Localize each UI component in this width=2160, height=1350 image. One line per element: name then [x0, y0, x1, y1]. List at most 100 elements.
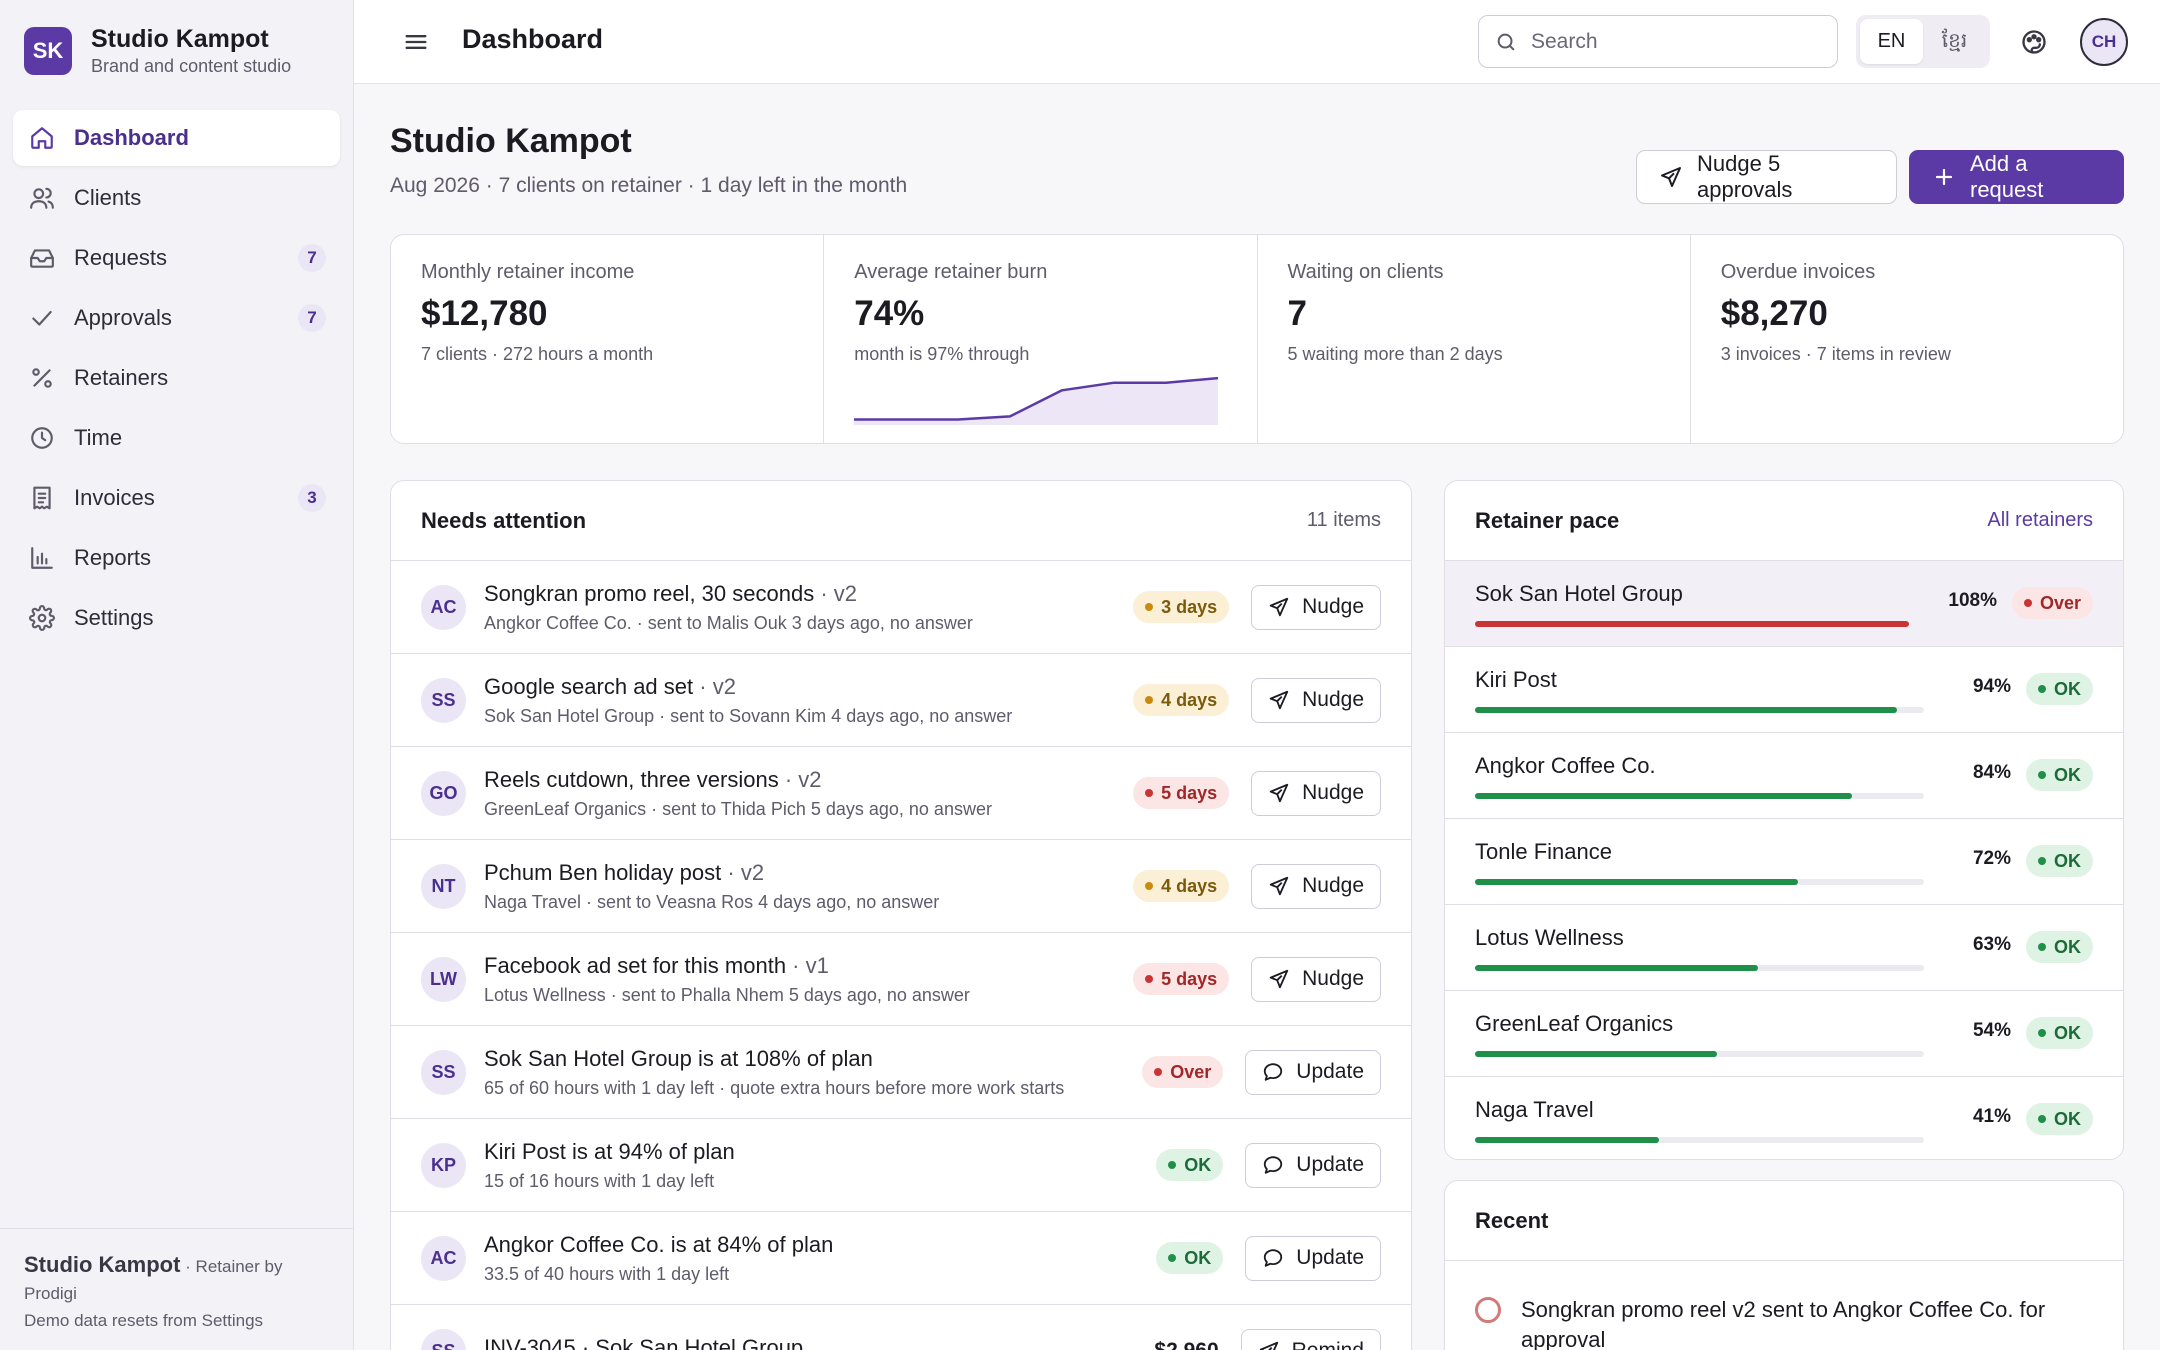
client-name: Angkor Coffee Co.	[1475, 753, 1656, 778]
palette-icon[interactable]	[2020, 28, 2048, 56]
nudge-button[interactable]: Nudge	[1251, 956, 1381, 1002]
row-action-label: Nudge	[1302, 874, 1364, 897]
pace-list: Sok San Hotel Group 108% Over Kiri Post 94% O…	[1445, 561, 2123, 1159]
sidebar-item-time[interactable]: Time	[13, 410, 340, 466]
status-dot	[2023, 599, 2032, 607]
footer-note: Demo data resets from Settings	[24, 1311, 264, 1330]
pace-row[interactable]: Kiri Post 94% OK	[1445, 647, 2123, 733]
update-button[interactable]: Update	[1245, 1235, 1381, 1281]
remind-button[interactable]: Remind	[1240, 1328, 1381, 1350]
attention-row[interactable]: SS Sok San Hotel Group is at 108% of plan…	[391, 1026, 1411, 1119]
stat-waiting-clients[interactable]: Waiting on clients 7 5 waiting more than…	[1258, 235, 1691, 443]
attention-row[interactable]: NT Pchum Ben holiday post · v2 Naga Travel…	[391, 840, 1411, 933]
pace-percent: 54%	[1972, 1020, 2011, 1041]
attention-title-text: INV-3045 · Sok San Hotel Group	[484, 1335, 804, 1350]
recent-item[interactable]: Songkran promo reel v2 sent to Angkor Co…	[1475, 1295, 2081, 1350]
status-dot	[1154, 1068, 1163, 1076]
attention-row[interactable]: LW Facebook ad set for this month · v1 Lot…	[391, 933, 1411, 1026]
pace-bar-fill	[1475, 1051, 1717, 1057]
status-dot	[2038, 857, 2046, 865]
status-badge-label: OK	[1184, 1247, 1212, 1268]
item-count: 11 items	[1306, 509, 1381, 531]
status-badge: 5 days	[1133, 963, 1230, 995]
sidebar-item-dashboard[interactable]: Dashboard	[13, 110, 340, 166]
sidebar-item-clients[interactable]: Clients	[13, 170, 340, 226]
nudge-button[interactable]: Nudge	[1251, 770, 1381, 816]
search-input[interactable]	[1531, 29, 1811, 54]
pace-row[interactable]: Lotus Wellness 63% OK	[1445, 905, 2123, 991]
brand-name: Studio Kampot	[91, 25, 269, 53]
status-badge-label: 5 days	[1161, 782, 1218, 803]
pace-percent: 72%	[1972, 848, 2011, 869]
update-button[interactable]: Update	[1245, 1049, 1381, 1095]
sidebar-item-label: Invoices	[74, 485, 155, 510]
sidebar-item-approvals[interactable]: Approvals 7	[13, 290, 340, 346]
attention-row[interactable]: GO Reels cutdown, three versions · v2 Gree…	[391, 747, 1411, 840]
lang-en-button[interactable]: EN	[1860, 19, 1923, 64]
nudge-button[interactable]: Nudge	[1251, 863, 1381, 909]
add-request-button[interactable]: Add a request	[1909, 150, 2124, 204]
nudge-approvals-button[interactable]: Nudge 5 approvals	[1636, 150, 1897, 204]
client-name: GreenLeaf Organics	[1475, 1011, 1674, 1036]
attention-title-text: Songkran promo reel, 30 seconds	[484, 580, 815, 606]
nudge-button[interactable]: Nudge	[1251, 677, 1381, 723]
pace-row[interactable]: Sok San Hotel Group 108% Over	[1445, 561, 2123, 647]
status-badge: OK	[2026, 931, 2093, 963]
gear-icon	[28, 604, 56, 632]
nudge-button[interactable]: Nudge	[1251, 584, 1381, 630]
attention-row[interactable]: KP Kiri Post is at 94% of plan 15 of 16 ho…	[391, 1119, 1411, 1212]
home-icon	[28, 124, 56, 152]
status-dot	[2038, 943, 2046, 951]
lang-km-button[interactable]: ខ្មែរ	[1941, 29, 1968, 52]
client-name: Sok San Hotel Group	[1475, 581, 1683, 606]
receipt-icon	[28, 484, 56, 512]
pace-row[interactable]: Tonle Finance 72% OK	[1445, 819, 2123, 905]
brand[interactable]: SK Studio Kampot Brand and content studi…	[24, 24, 291, 78]
attention-row[interactable]: AC Angkor Coffee Co. is at 84% of plan 33.…	[391, 1212, 1411, 1305]
stat-retainer-income[interactable]: Monthly retainer income $12,780 7 client…	[391, 235, 825, 443]
update-button[interactable]: Update	[1245, 1142, 1381, 1188]
client-avatar: KP	[421, 1142, 466, 1188]
pace-row[interactable]: Angkor Coffee Co. 84% OK	[1445, 733, 2123, 819]
row-action-label: Nudge	[1302, 967, 1364, 990]
client-avatar: AC	[421, 584, 466, 630]
stat-retainer-burn[interactable]: Average retainer burn 74% month is 97% t…	[824, 235, 1258, 443]
menu-icon[interactable]	[402, 28, 430, 56]
attention-row[interactable]: SS Google search ad set · v2 Sok San Hotel…	[391, 654, 1411, 747]
panel-header: Needs attention 11 items	[391, 481, 1411, 561]
users-icon	[28, 184, 56, 212]
sidebar-item-invoices[interactable]: Invoices 3	[13, 470, 340, 526]
user-avatar[interactable]: CH	[2080, 18, 2128, 66]
attention-subtitle: Naga Travel · sent to Veasna Ros 4 days …	[484, 891, 940, 912]
stat-overdue-invoices[interactable]: Overdue invoices $8,270 3 invoices · 7 i…	[1691, 235, 2123, 443]
sidebar-item-requests[interactable]: Requests 7	[13, 230, 340, 286]
status-badge-label: Over	[1170, 1061, 1212, 1082]
sidebar-item-settings[interactable]: Settings	[13, 590, 340, 646]
sidebar-item-label: Requests	[74, 245, 167, 270]
status-dot	[1145, 975, 1154, 983]
brand-text: Studio Kampot Brand and content studio	[91, 24, 291, 78]
sidebar-item-retainers[interactable]: Retainers	[13, 350, 340, 406]
send-icon	[1268, 596, 1290, 618]
pace-row[interactable]: Naga Travel 41% OK	[1445, 1077, 2123, 1159]
stat-value: $12,780	[421, 294, 548, 333]
search-box[interactable]	[1478, 15, 1838, 68]
all-retainers-link[interactable]: All retainers	[1987, 509, 2093, 531]
client-name: Kiri Post	[1475, 667, 1557, 692]
status-badge-label: OK	[2054, 1022, 2081, 1043]
sparkline-line	[854, 376, 1219, 421]
plus-icon	[1932, 165, 1956, 189]
pace-bar-track	[1475, 707, 1924, 713]
attention-row[interactable]: SS INV-3045 · Sok San Hotel Group $2,960 Re…	[391, 1305, 1411, 1350]
attention-subtitle: Angkor Coffee Co. · sent to Malis Ouk 3 …	[484, 612, 973, 633]
attention-row[interactable]: AC Songkran promo reel, 30 seconds · v2 An…	[391, 561, 1411, 654]
status-dot	[1145, 696, 1154, 704]
pace-bar-fill	[1475, 793, 1852, 799]
message-icon	[1262, 1247, 1284, 1269]
pace-bar-fill	[1475, 707, 1897, 713]
footer-credit: · Retainer by Prodigi	[24, 1257, 283, 1303]
attention-title: Songkran promo reel, 30 seconds · v2	[484, 581, 1133, 607]
sidebar-item-reports[interactable]: Reports	[13, 530, 340, 586]
status-dot	[2038, 1115, 2046, 1123]
pace-row[interactable]: GreenLeaf Organics 54% OK	[1445, 991, 2123, 1077]
